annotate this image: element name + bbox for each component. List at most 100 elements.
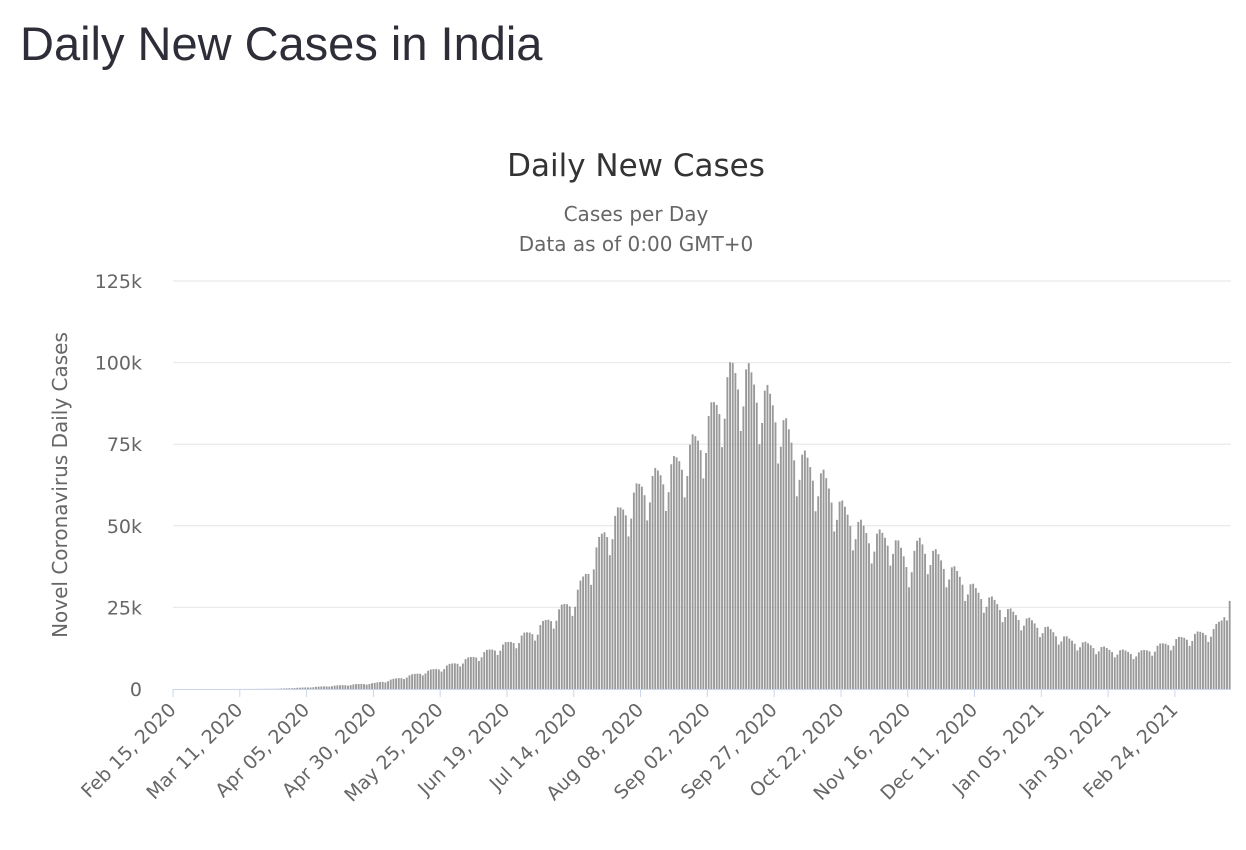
bar[interactable] bbox=[945, 587, 948, 689]
bar[interactable] bbox=[713, 402, 715, 689]
bar[interactable] bbox=[916, 540, 919, 689]
bar[interactable] bbox=[755, 402, 758, 689]
bar[interactable] bbox=[552, 628, 555, 689]
bar[interactable] bbox=[451, 663, 454, 689]
bar[interactable] bbox=[1169, 650, 1172, 689]
bar[interactable] bbox=[811, 480, 814, 689]
bar[interactable] bbox=[640, 486, 643, 689]
bar[interactable] bbox=[445, 665, 448, 689]
bar[interactable] bbox=[972, 583, 975, 689]
bar[interactable] bbox=[528, 632, 531, 689]
bar[interactable] bbox=[1014, 615, 1017, 689]
bar[interactable] bbox=[1073, 643, 1076, 689]
bar[interactable] bbox=[926, 574, 929, 689]
bar[interactable] bbox=[868, 543, 870, 689]
bar[interactable] bbox=[798, 479, 801, 689]
bar[interactable] bbox=[734, 373, 737, 689]
bar[interactable] bbox=[494, 650, 496, 689]
bar[interactable] bbox=[1084, 641, 1087, 689]
bar[interactable] bbox=[547, 619, 550, 689]
bar[interactable] bbox=[432, 669, 435, 689]
bar[interactable] bbox=[387, 681, 390, 689]
bar[interactable] bbox=[742, 406, 745, 689]
bar[interactable] bbox=[870, 563, 873, 690]
bar[interactable] bbox=[985, 606, 988, 689]
bar[interactable] bbox=[1089, 645, 1092, 689]
bar[interactable] bbox=[469, 657, 472, 689]
bar[interactable] bbox=[897, 540, 900, 689]
bar[interactable] bbox=[1009, 608, 1012, 689]
bar[interactable] bbox=[285, 688, 288, 689]
bar[interactable] bbox=[702, 478, 705, 689]
bar[interactable] bbox=[624, 515, 627, 689]
bar[interactable] bbox=[651, 475, 654, 689]
bar[interactable] bbox=[747, 363, 750, 689]
bar[interactable] bbox=[566, 604, 569, 689]
bar[interactable] bbox=[550, 621, 552, 689]
bar[interactable] bbox=[293, 688, 296, 689]
bar[interactable] bbox=[934, 549, 937, 689]
bar[interactable] bbox=[341, 685, 344, 689]
bar[interactable] bbox=[1031, 620, 1033, 689]
bar[interactable] bbox=[996, 604, 999, 689]
bar[interactable] bbox=[1025, 618, 1028, 689]
bar[interactable] bbox=[678, 461, 681, 689]
bar[interactable] bbox=[1153, 651, 1156, 689]
bar[interactable] bbox=[1212, 629, 1215, 689]
bar[interactable] bbox=[608, 555, 611, 689]
bar[interactable] bbox=[520, 635, 523, 689]
bar[interactable] bbox=[838, 501, 841, 689]
bar[interactable] bbox=[1172, 645, 1175, 689]
bar[interactable] bbox=[1167, 645, 1170, 689]
bar[interactable] bbox=[1183, 637, 1186, 689]
bar[interactable] bbox=[373, 682, 376, 689]
bar[interactable] bbox=[622, 509, 625, 689]
bar[interactable] bbox=[1164, 643, 1167, 689]
bar[interactable] bbox=[1065, 636, 1068, 689]
bar[interactable] bbox=[763, 390, 766, 689]
bar[interactable] bbox=[894, 540, 897, 689]
bar[interactable] bbox=[331, 686, 333, 689]
bar[interactable] bbox=[475, 657, 478, 689]
bar[interactable] bbox=[1036, 627, 1039, 689]
bar[interactable] bbox=[643, 495, 646, 689]
bar[interactable] bbox=[485, 649, 488, 689]
bar[interactable] bbox=[646, 520, 649, 689]
bar[interactable] bbox=[429, 669, 432, 689]
bar[interactable] bbox=[865, 532, 868, 689]
bar[interactable] bbox=[766, 384, 769, 689]
bar[interactable] bbox=[491, 649, 494, 689]
bar[interactable] bbox=[817, 496, 820, 689]
bar[interactable] bbox=[1081, 642, 1084, 689]
bar[interactable] bbox=[1071, 640, 1073, 689]
bar[interactable] bbox=[504, 642, 507, 689]
bar[interactable] bbox=[1210, 636, 1212, 689]
bar[interactable] bbox=[1023, 625, 1025, 689]
bar[interactable] bbox=[614, 515, 617, 689]
bar[interactable] bbox=[1039, 637, 1041, 689]
bar[interactable] bbox=[878, 529, 881, 689]
bar[interactable] bbox=[440, 671, 443, 689]
bar[interactable] bbox=[774, 422, 777, 689]
bar[interactable] bbox=[405, 677, 408, 689]
bar[interactable] bbox=[726, 377, 729, 689]
bar[interactable] bbox=[1087, 643, 1089, 689]
bar[interactable] bbox=[582, 576, 585, 689]
bar[interactable] bbox=[1068, 638, 1071, 689]
bar[interactable] bbox=[1177, 636, 1180, 689]
bar[interactable] bbox=[940, 560, 943, 689]
bar[interactable] bbox=[344, 685, 347, 689]
bar[interactable] bbox=[886, 545, 889, 689]
bar[interactable] bbox=[656, 470, 659, 689]
bar[interactable] bbox=[697, 440, 699, 689]
bar[interactable] bbox=[1140, 650, 1143, 689]
bar[interactable] bbox=[395, 678, 398, 689]
bar[interactable] bbox=[477, 660, 480, 689]
bar[interactable] bbox=[638, 483, 641, 689]
bar[interactable] bbox=[1063, 636, 1065, 689]
bar[interactable] bbox=[1006, 609, 1009, 689]
bar[interactable] bbox=[1175, 639, 1178, 689]
bar[interactable] bbox=[833, 531, 836, 689]
bar[interactable] bbox=[1012, 611, 1015, 689]
bar[interactable] bbox=[950, 567, 953, 689]
